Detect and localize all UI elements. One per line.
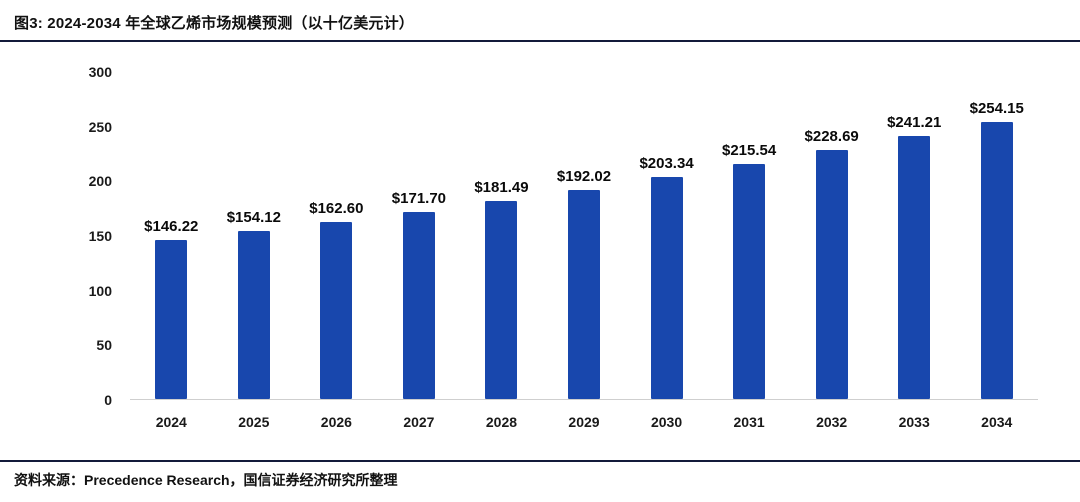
bar-column: $203.34 <box>625 72 708 399</box>
y-tick-label: 150 <box>88 228 112 244</box>
bar <box>733 164 766 399</box>
source-note: 资料来源：Precedence Research，国信证券经济研究所整理 <box>14 472 398 488</box>
y-axis: 0 50 100 150 200 250 300 <box>48 64 120 408</box>
bar-column: $192.02 <box>543 72 626 399</box>
bar-value-label: $171.70 <box>391 189 447 207</box>
figure-title: 图3: 2024-2034 年全球乙烯市场规模预测（以十亿美元计） <box>14 15 415 32</box>
bar <box>815 149 848 399</box>
y-tick-label: 300 <box>88 64 112 80</box>
bar-value-label: $215.54 <box>721 142 777 160</box>
x-tick-label: 2026 <box>320 414 352 430</box>
bar-value-label: $162.60 <box>309 199 364 217</box>
plot-area: $146.22 $154.12 $162.60 $171.70 $181.49 $192.… <box>130 72 1038 400</box>
bar-column: $154.12 <box>213 72 296 399</box>
bar-value-label: $192.02 <box>556 167 612 185</box>
bar <box>485 201 518 399</box>
bar-column: $171.70 <box>378 72 461 399</box>
y-tick-label: 250 <box>88 118 112 135</box>
bar-chart: 0 50 100 150 200 250 300 $146.22 $154.12 $162.60… <box>48 58 1048 440</box>
bar-value-label: $146.22 <box>144 217 199 235</box>
bar-column: $146.22 <box>130 72 213 399</box>
bar <box>980 121 1013 399</box>
bar-column: $241.21 <box>873 72 956 399</box>
x-tick-label: 2024 <box>155 414 187 430</box>
bar-value-label: $181.49 <box>474 179 529 197</box>
bar-column: $162.60 <box>295 72 378 399</box>
bar-value-label: $241.21 <box>887 114 942 132</box>
bar-column: $228.69 <box>790 72 873 399</box>
bar <box>402 211 435 399</box>
bar-value-label: $254.15 <box>969 99 1024 117</box>
bar <box>155 239 188 399</box>
y-tick-label: 0 <box>104 392 112 408</box>
x-tick-label: 2027 <box>403 414 435 430</box>
x-tick-label: 2025 <box>238 414 270 430</box>
x-tick-label: 2034 <box>981 414 1013 430</box>
x-tick-label: 2031 <box>733 414 765 430</box>
y-tick-label: 50 <box>96 337 112 354</box>
bar <box>568 189 600 399</box>
x-axis: 2024 2025 2026 2027 2028 2029 2030 2031 2032 2033… <box>130 410 1038 434</box>
figure-header: 图3: 2024-2034 年全球乙烯市场规模预测（以十亿美元计） <box>0 0 1080 42</box>
figure-footer: 资料来源：Precedence Research，国信证券经济研究所整理 <box>0 460 1080 502</box>
x-tick-label: 2030 <box>650 414 683 430</box>
bar-value-label: $154.12 <box>226 209 281 227</box>
y-tick-label: 200 <box>88 173 112 190</box>
bar <box>320 221 353 399</box>
x-tick-label: 2033 <box>898 414 930 430</box>
bar <box>237 231 270 399</box>
bar-column: $181.49 <box>460 72 543 399</box>
bar-column: $254.15 <box>955 72 1038 399</box>
bar-value-label: $228.69 <box>804 127 859 145</box>
bar <box>898 136 931 399</box>
bar-value-label: $203.34 <box>639 155 694 173</box>
x-tick-label: 2028 <box>485 414 518 430</box>
bar <box>650 177 683 399</box>
x-tick-label: 2029 <box>568 414 600 430</box>
y-tick-label: 100 <box>88 282 112 299</box>
bar-column: $215.54 <box>708 72 791 399</box>
x-tick-label: 2032 <box>816 414 848 430</box>
